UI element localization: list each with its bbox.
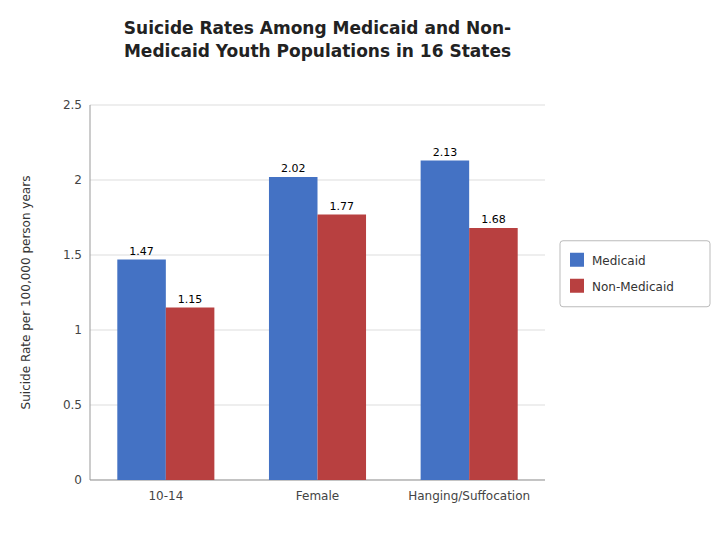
bar — [269, 177, 318, 480]
data-label: 1.15 — [178, 293, 203, 306]
data-label: 1.77 — [330, 200, 355, 213]
grid-line — [90, 105, 545, 106]
y-tick-label: 1.5 — [63, 248, 82, 262]
bar — [117, 260, 166, 481]
y-tick-label: 1 — [74, 323, 82, 337]
data-labels: 1.47 1.15 2.02 1.77 2.13 1.68 — [129, 146, 505, 306]
x-tick-label: Female — [296, 489, 339, 503]
chart-container: Suicide Rates Among Medicaid and Non- Med… — [0, 0, 720, 540]
legend-swatch — [570, 279, 584, 293]
legend-label: Medicaid — [592, 254, 646, 268]
bars — [117, 161, 517, 481]
y-tick-label: 0.5 — [63, 398, 82, 412]
background — [0, 0, 720, 540]
y-axis-label: Suicide Rate per 100,000 person years — [19, 176, 33, 410]
title: Suicide Rates Among Medicaid and Non- Med… — [124, 18, 511, 61]
bar — [469, 228, 518, 480]
x-tick-label: 10-14 — [148, 489, 183, 503]
bar — [421, 161, 470, 481]
x-tick-label: Hanging/Suffocation — [408, 489, 530, 503]
legend: Medicaid Non-Medicaid — [560, 241, 710, 307]
bar — [318, 215, 367, 481]
data-label: 2.02 — [281, 162, 306, 175]
data-label: 2.13 — [433, 146, 458, 159]
y-tick-label: 2 — [74, 173, 82, 187]
chart-svg: Suicide Rates Among Medicaid and Non- Med… — [0, 0, 720, 540]
title-line: Medicaid Youth Populations in 16 States — [124, 41, 511, 61]
legend-label: Non-Medicaid — [592, 280, 674, 294]
y-tick-label: 0 — [74, 473, 82, 487]
data-label: 1.47 — [129, 245, 154, 258]
bar — [166, 308, 215, 481]
data-label: 1.68 — [481, 213, 506, 226]
legend-swatch — [570, 253, 584, 267]
y-tick-label: 2.5 — [63, 98, 82, 112]
legend-frame — [560, 241, 710, 307]
title-line: Suicide Rates Among Medicaid and Non- — [124, 18, 511, 38]
y-axis-line — [90, 105, 91, 480]
grid — [90, 105, 545, 480]
